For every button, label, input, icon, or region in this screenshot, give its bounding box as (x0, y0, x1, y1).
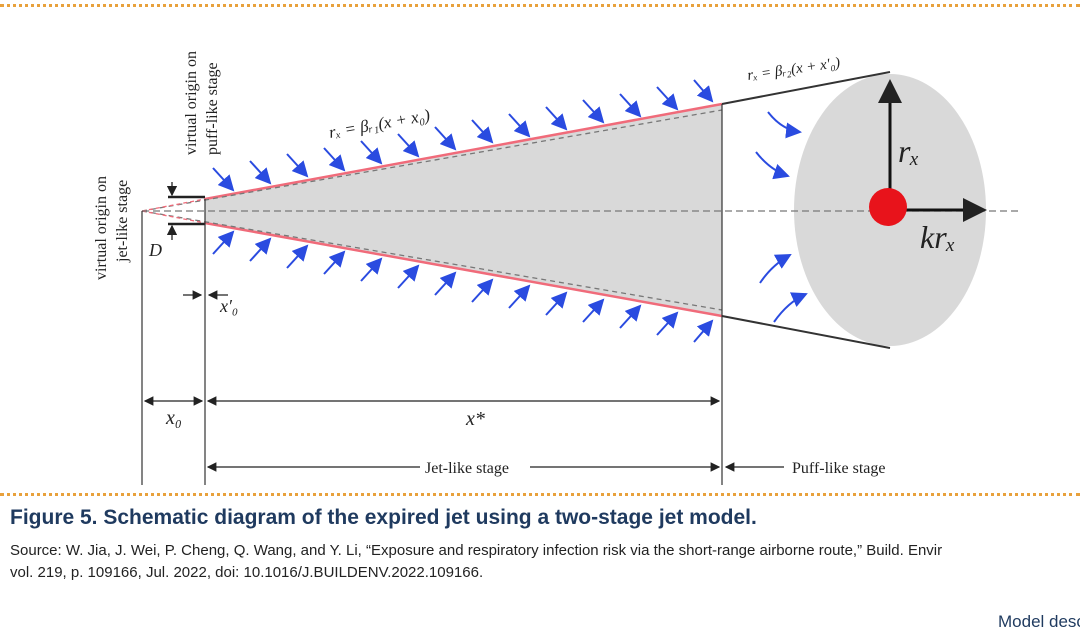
x0-prime-label: x′₀ (219, 296, 238, 316)
nozzle-diameter-label: D (148, 240, 162, 260)
jet-equation: rₓ = βᵣ₁(x + x₀) (327, 105, 431, 142)
krx-label: krₓ (920, 219, 956, 255)
puff-stage-label: Puff-like stage (792, 460, 885, 477)
virtual-origin-jet-label-1: virtual origin on (93, 176, 110, 280)
jet-boundary-lower (204, 221, 723, 318)
model-description-link[interactable]: Model desc (998, 612, 1080, 631)
entrainment-arrows-lower (212, 230, 714, 343)
puff-boundary-lower (721, 315, 891, 349)
figure-caption-source: Source: W. Jia, J. Wei, P. Cheng, Q. Wan… (10, 540, 1080, 584)
puff-equation: rₓ = βᵣ₂(x + x′₀) (746, 55, 841, 84)
source-line-2: vol. 219, p. 109166, Jul. 2022, doi: 10.… (10, 564, 484, 581)
x0-label: x₀ (165, 407, 182, 429)
jet-cone (205, 104, 722, 316)
figure-caption-title: Figure 5. Schematic diagram of the expir… (10, 506, 757, 529)
virtual-origin-puff-label-1: virtual origin on (183, 51, 200, 155)
x-star-label: x* (465, 408, 485, 430)
red-dash-lower (141, 210, 206, 224)
virtual-origin-jet-label-2: jet-like stage (114, 180, 131, 263)
jet-boundary-upper (204, 102, 723, 201)
puff-entrainment-arrows (755, 111, 808, 323)
jet-stage-label: Jet-like stage (425, 460, 509, 477)
puff-boundary-upper (721, 71, 891, 105)
virtual-origin-dash-upper (141, 109, 723, 212)
virtual-origin-dash-lower (141, 210, 723, 311)
red-dash-upper (141, 198, 206, 212)
entrainment-arrows-upper (212, 79, 714, 192)
virtual-origin-puff-label-2: puff-like stage (204, 62, 221, 155)
caption-divider (0, 493, 1080, 496)
puff-center-dot (869, 188, 907, 226)
two-stage-jet-diagram: virtual origin on jet-like stage virtual… (93, 51, 1020, 485)
source-line-1: Source: W. Jia, J. Wei, P. Cheng, Q. Wan… (10, 542, 943, 559)
rx-label: rₓ (898, 133, 920, 169)
top-divider (0, 4, 1080, 7)
